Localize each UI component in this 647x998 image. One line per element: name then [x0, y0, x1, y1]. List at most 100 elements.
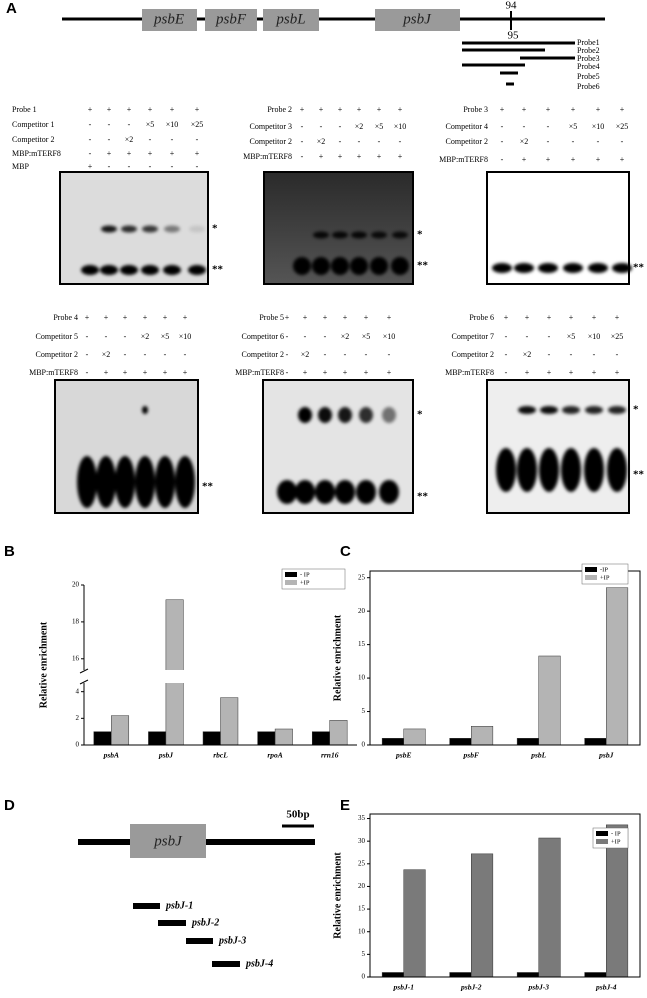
break-mark: [79, 668, 89, 674]
lane-value: -: [501, 122, 504, 131]
row-label: Probe 6: [469, 313, 494, 322]
bar: [471, 726, 494, 746]
lane-value: -: [324, 332, 327, 341]
x-tick-label: psbA: [103, 751, 119, 760]
probe-label: Probe4: [577, 62, 600, 71]
lane-value: -: [108, 120, 111, 129]
y-tick-label: 2: [76, 714, 80, 722]
free-probe-band: [356, 480, 376, 504]
probe-lines: [462, 41, 575, 86]
bar: [257, 731, 276, 746]
shifted-band: [164, 225, 180, 233]
probe-bars: [133, 903, 240, 967]
bar: [381, 972, 404, 978]
legend-swatch: [585, 575, 597, 580]
row-label: Competitor 4: [446, 122, 488, 131]
lane-value: -: [301, 152, 304, 161]
lane-value: -: [616, 350, 619, 359]
lane-value: ×5: [161, 332, 170, 341]
band-marker: **: [417, 491, 429, 503]
shifted-band: [338, 407, 352, 423]
row-label: MBP:mTERF8: [29, 368, 78, 377]
shifted-band: [392, 231, 408, 239]
lane-value: ×2: [125, 135, 134, 144]
lane-value: -: [171, 162, 174, 171]
lane-value: ×2: [301, 350, 310, 359]
free-probe-band: [607, 448, 627, 492]
lane-value: -: [358, 137, 361, 146]
lane-value: +: [319, 152, 324, 161]
row-label: MBP: [12, 162, 29, 171]
row-label: MBP:mTERF8: [439, 155, 488, 164]
bar: [516, 738, 540, 746]
gel-bands: [277, 407, 399, 504]
lane-value: +: [569, 313, 574, 322]
lane-value: +: [195, 105, 200, 114]
bar: [93, 731, 112, 746]
panel-label: B: [4, 543, 15, 560]
row-label: Competitor 2: [242, 350, 284, 359]
free-probe-band: [100, 265, 118, 275]
free-probe-band: [120, 265, 138, 275]
lane-value: -: [86, 350, 89, 359]
x-tick-label: psbF: [463, 751, 479, 760]
lane-value: +: [143, 368, 148, 377]
lane-value: -: [286, 332, 289, 341]
lane-value: +: [107, 105, 112, 114]
lane-value: -: [105, 332, 108, 341]
band-marker: **: [202, 481, 214, 493]
shifted-band: [189, 225, 205, 233]
shifted-band: [371, 231, 387, 239]
shifted-band: [101, 225, 117, 233]
lane-value: -: [505, 368, 508, 377]
free-probe-band: [295, 480, 315, 504]
lane-value: +: [285, 313, 290, 322]
lane-value: ×2: [523, 350, 532, 359]
lane-value: +: [170, 105, 175, 114]
gel-bands: [293, 231, 409, 275]
gene-box: [130, 824, 206, 858]
free-probe-band: [335, 480, 355, 504]
bar: [220, 697, 239, 746]
y-tick-label: 18: [72, 617, 80, 625]
free-probe-band: [293, 257, 311, 275]
gel-bands: [81, 225, 206, 275]
legend-label: -IP: [600, 566, 608, 573]
lane-value: -: [171, 135, 174, 144]
gene-label: psbF: [215, 11, 247, 27]
lane-value: +: [525, 368, 530, 377]
lane-value: -: [339, 137, 342, 146]
lane-value: -: [621, 137, 624, 146]
lane-value: ×10: [179, 332, 192, 341]
lane-value: -: [378, 137, 381, 146]
lane-value: +: [569, 368, 574, 377]
lane-value: -: [304, 332, 307, 341]
lane-value: ×10: [588, 332, 601, 341]
shifted-band: [608, 406, 626, 414]
shifted-band: [142, 406, 148, 414]
lane-value: -: [501, 137, 504, 146]
lane-value: ×2: [141, 332, 150, 341]
legend-box: [281, 568, 346, 590]
gel-bands: [492, 263, 632, 273]
lane-value: -: [89, 149, 92, 158]
lane-value: +: [357, 105, 362, 114]
lane-value: +: [522, 155, 527, 164]
y-tick-label: 0: [362, 741, 366, 749]
free-probe-band: [370, 257, 388, 275]
probe-label: psbJ-3: [218, 935, 246, 946]
lane-value: -: [124, 350, 127, 359]
lane-value: +: [195, 149, 200, 158]
lane-value: +: [170, 149, 175, 158]
row-label: Probe 4: [53, 313, 78, 322]
lane-value: -: [108, 135, 111, 144]
bar: [449, 972, 472, 978]
lane-value: -: [184, 350, 187, 359]
lane-value: -: [196, 162, 199, 171]
row-label: Competitor 1: [12, 120, 54, 129]
row-label: Competitor 7: [452, 332, 494, 341]
lane-value: -: [144, 350, 147, 359]
lane-value: +: [343, 368, 348, 377]
free-probe-band: [539, 448, 559, 492]
lane-value: ×2: [102, 350, 111, 359]
